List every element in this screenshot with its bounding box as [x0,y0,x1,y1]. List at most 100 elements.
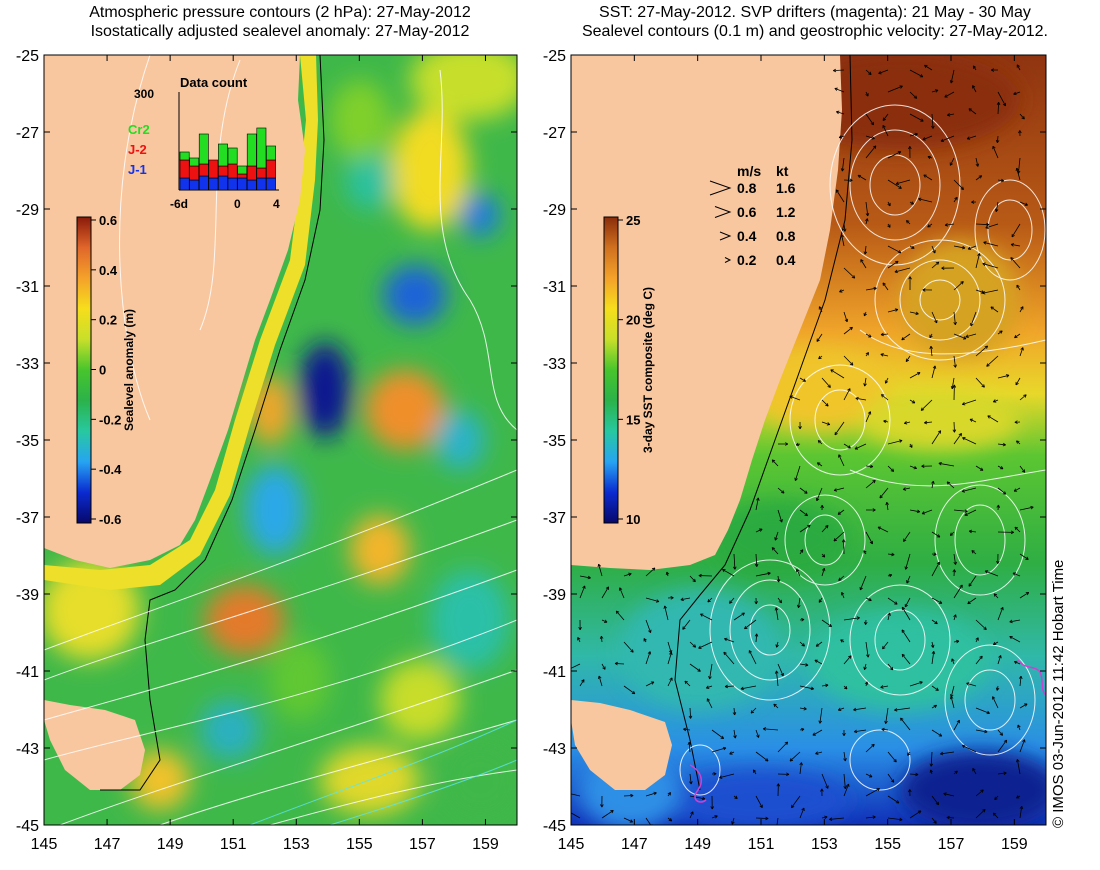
velocity-arrow-head [938,461,942,464]
velocity-arrow-head [840,639,843,643]
velocity-arrow [997,179,1004,182]
velocity-arrow-head [690,715,693,719]
velocity-arrow-head [854,729,857,733]
velocity-arrow-head [996,101,1000,105]
velocity-arrow-head [821,788,824,792]
velocity-arrow-head [630,795,634,798]
data-count-bar-segment [179,159,190,179]
velocity-arrow-head [614,663,618,666]
velocity-arrow [1019,347,1024,357]
velocity-arrow-head [960,188,964,190]
velocity-arrow-head [1016,759,1018,763]
velocity-arrow-head [904,421,907,424]
velocity-arrow [894,267,911,273]
velocity-arrow-head [851,276,855,279]
velocity-arrow-head [840,168,843,172]
velocity-arrow-head [933,554,937,556]
velocity-arrow-head [955,364,957,368]
velocity-arrow-head [1020,306,1024,309]
velocity-arrow-head [827,422,831,425]
data-count-bar-segment [189,157,200,167]
velocity-arrow [901,629,911,643]
velocity-arrow-head [701,798,706,801]
velocity-arrow-head [922,137,925,141]
velocity-arrow-head [815,643,818,647]
velocity-arrow-head [921,118,924,122]
velocity-arrow-head [734,566,737,570]
velocity-arrow-head [964,511,968,513]
velocity-arrow-head [997,140,1000,144]
velocity-arrow-head [962,281,964,285]
velocity-arrow [579,575,591,579]
velocity-arrow [689,641,696,648]
velocity-arrow-head [778,579,781,583]
velocity-arrow [950,685,955,698]
velocity-arrow [834,87,845,93]
sst-colorbar-tick-label: 20 [626,313,640,328]
right-title-line2: Sealevel contours (0.1 m) and geostrophi… [581,23,1048,40]
velocity-arrow-head [933,651,936,655]
velocity-arrow [819,707,823,724]
velocity-arrow-head [863,666,865,670]
velocity-arrow [776,670,779,687]
velocity-arrow [733,707,736,715]
velocity-arrow [924,421,933,424]
velocity-arrow-head [776,579,780,583]
velocity-arrow [700,613,713,621]
velocity-arrow [799,524,811,533]
velocity-arrow-head [968,530,972,534]
velocity-arrow-head [670,596,674,599]
velocity-arrow [571,812,581,819]
velocity-arrow [994,795,999,801]
velocity-arrow-head [903,489,907,491]
velocity-arrow-head [952,384,955,388]
left-map [44,55,517,825]
velocity-arrow [777,597,782,604]
velocity-arrow-head [868,73,872,75]
velocity-arrow-head [765,818,769,821]
velocity-arrow-head [653,791,657,794]
velocity-arrow-head [577,637,581,640]
velocity-arrow [968,575,977,587]
velocity-arrow-head [579,626,582,630]
data-count-bar-segment [198,175,209,191]
velocity-arrow-head [882,125,886,128]
velocity-arrow [755,553,758,567]
velocity-arrow-head [1010,532,1014,535]
velocity-arrow-head [844,319,848,323]
velocity-arrow-head [887,225,891,228]
data-count-bar-segment [246,165,257,181]
right-axis-xtick-label: 149 [684,836,711,853]
velocity-arrow-head [894,709,898,712]
sla-colorbar-tick-label: 0.4 [99,263,118,278]
velocity-arrow-head [921,511,925,514]
velocity-arrow-head [964,509,968,512]
right-axis-ytick-label: -33 [543,356,566,373]
velocity-arrow-head [799,549,803,552]
velocity-arrow [667,641,672,654]
velocity-arrow [946,817,955,819]
velocity-arrow [1009,619,1021,623]
velocity-arrow [789,395,801,401]
velocity-arrow [1019,506,1034,511]
velocity-arrow-head [899,819,903,822]
velocity-arrow [986,355,999,367]
velocity-arrow-head [935,803,939,806]
data-count-xtick-3: 4 [273,197,280,211]
velocity-arrow-head [812,732,815,736]
velocity-arrow [997,607,1004,621]
velocity-arrow-head [781,492,785,494]
velocity-arrow-head [740,688,744,691]
velocity-arrow-head [934,705,938,709]
velocity-arrow-head [688,741,692,745]
velocity-arrow [598,564,603,577]
velocity-arrow [815,751,823,755]
velocity-arrow [887,553,895,556]
velocity-arrow-head [566,792,569,793]
velocity-arrow-head [630,819,634,823]
velocity-arrow [601,586,609,599]
velocity-arrow-head [954,196,958,199]
velocity-arrow-head [973,65,977,68]
velocity-arrow-head [960,281,964,283]
velocity-arrow-head [655,601,660,603]
